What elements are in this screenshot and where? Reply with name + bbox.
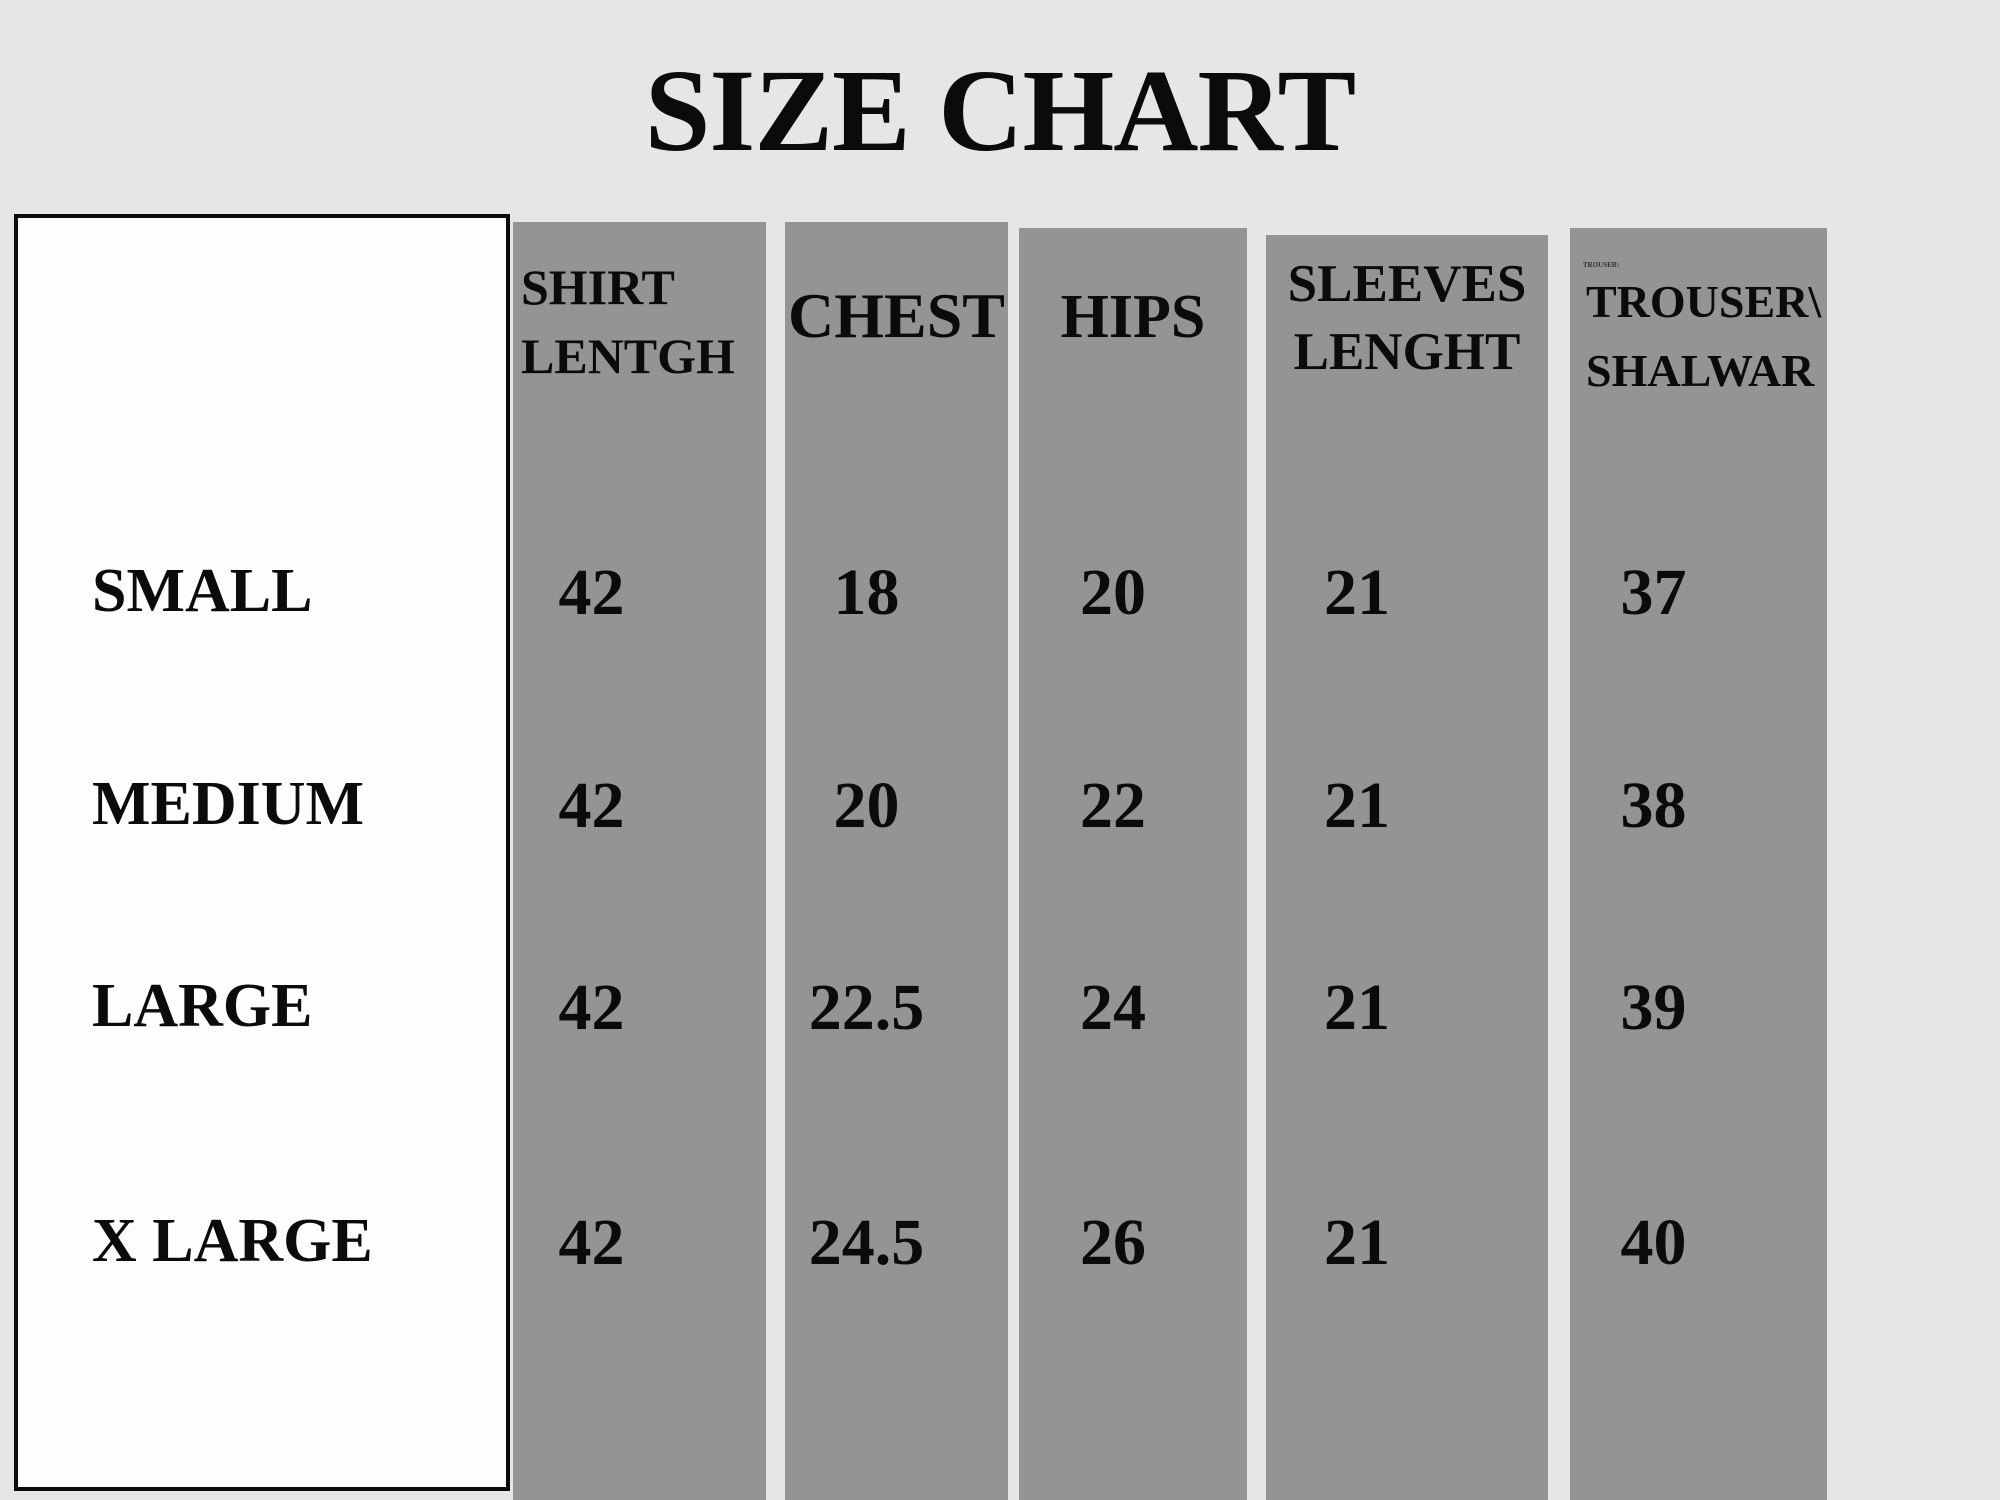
column-trouser-shalwar: TROUSER\ TROUSER\ SHALWAR 37 38 39 40 (1570, 228, 1827, 1500)
tiny-text-artifact: TROUSER\ (1583, 261, 1619, 269)
page-title: SIZE CHART (644, 45, 1356, 176)
cell-small-chest: 18 (833, 556, 900, 629)
cell-small-hips: 20 (1080, 556, 1146, 629)
column-header-sleeves-length: SLEEVES LENGHT (1266, 250, 1548, 386)
cell-medium-chest: 20 (833, 769, 900, 842)
column-shirt-length: SHIRT LENTGH 42 42 42 42 (513, 222, 766, 1500)
cell-small-trouser: 37 (1620, 556, 1687, 629)
header-line: CHEST (788, 280, 1005, 351)
cell-large-trouser: 39 (1620, 971, 1687, 1044)
row-label-small: SMALL (92, 557, 313, 625)
row-label-large: LARGE (92, 972, 313, 1040)
cell-large-hips: 24 (1080, 971, 1146, 1044)
header-line: LENGHT (1293, 323, 1521, 381)
row-label-medium: MEDIUM (92, 770, 365, 838)
column-chest: CHEST 18 20 22.5 24.5 (785, 222, 1008, 1500)
header-line: TROUSER\ (1586, 276, 1822, 327)
column-header-hips: HIPS (1019, 286, 1247, 348)
column-header-trouser-shalwar: TROUSER\ SHALWAR (1570, 267, 1827, 405)
cell-medium-trouser: 38 (1620, 769, 1687, 842)
header-line: HIPS (1060, 283, 1206, 351)
cell-large-sleeves: 21 (1324, 971, 1390, 1044)
column-sleeves-length: SLEEVES LENGHT 21 21 21 21 (1266, 235, 1548, 1500)
cell-medium-sleeves: 21 (1324, 769, 1390, 842)
header-line: SLEEVES (1287, 255, 1527, 313)
cell-x-large-chest: 24.5 (808, 1206, 925, 1279)
cell-medium-shirt-length: 42 (558, 769, 625, 842)
column-hips: HIPS 20 22 24 26 (1019, 228, 1247, 1500)
cell-x-large-trouser: 40 (1620, 1206, 1687, 1279)
cell-x-large-shirt-length: 42 (558, 1206, 625, 1279)
header-line: LENTGH (521, 328, 735, 384)
cell-x-large-sleeves: 21 (1324, 1206, 1390, 1279)
header-line: SHALWAR (1586, 345, 1815, 396)
cell-small-sleeves: 21 (1324, 556, 1390, 629)
cell-large-shirt-length: 42 (558, 971, 625, 1044)
header-line: SHIRT (521, 259, 675, 315)
cell-medium-hips: 22 (1080, 769, 1146, 842)
size-labels-panel: SMALL MEDIUM LARGE X LARGE (14, 214, 510, 1491)
column-header-shirt-length: SHIRT LENTGH (513, 253, 766, 391)
cell-large-chest: 22.5 (808, 971, 925, 1044)
cell-small-shirt-length: 42 (558, 556, 625, 629)
row-label-x-large: X LARGE (92, 1207, 373, 1275)
cell-x-large-hips: 26 (1080, 1206, 1146, 1279)
column-header-chest: CHEST (785, 284, 1008, 348)
